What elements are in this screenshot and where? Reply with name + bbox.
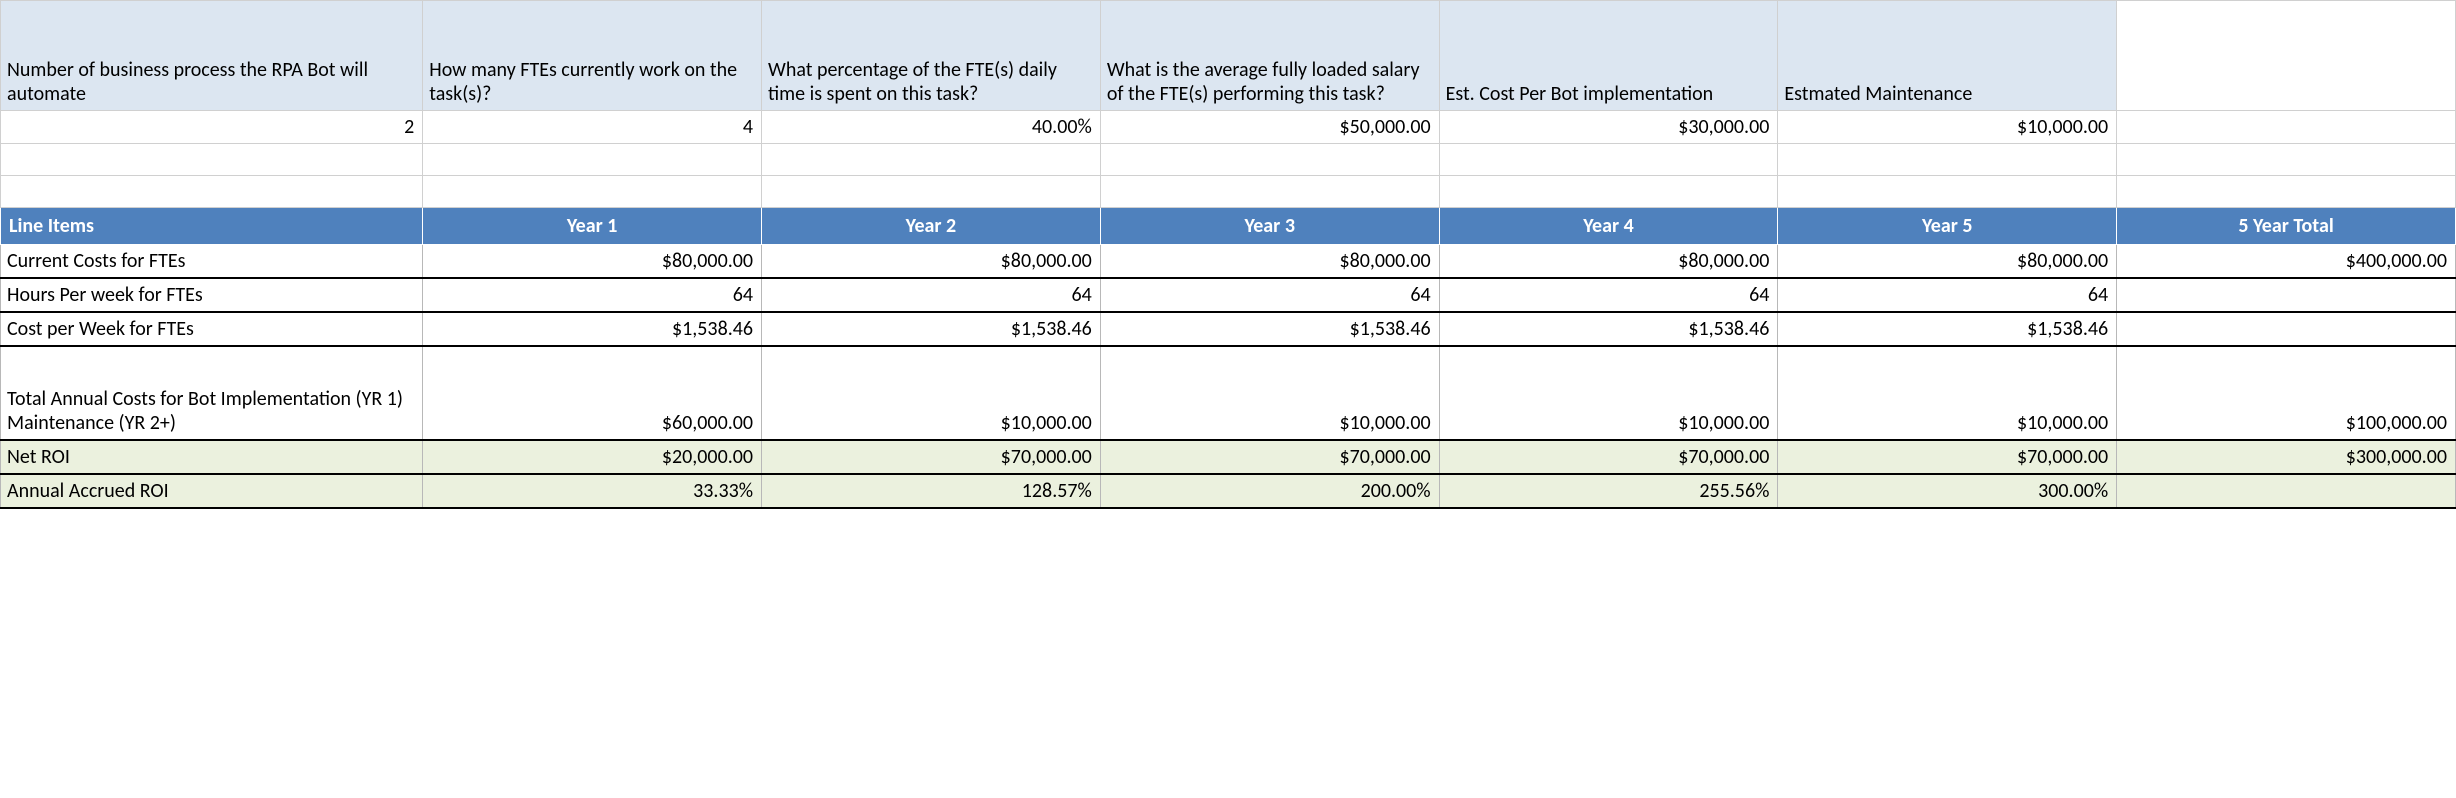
input-value-cell[interactable]: $50,000.00 <box>1100 111 1439 144</box>
line-item-value[interactable]: $1,538.46 <box>1439 312 1778 346</box>
line-item-value[interactable]: $100,000.00 <box>2117 346 2456 440</box>
line-item-value[interactable] <box>2117 474 2456 508</box>
empty-cell <box>1439 176 1778 208</box>
line-item-value[interactable]: 300.00% <box>1778 474 2117 508</box>
input-value-cell[interactable]: 4 <box>423 111 762 144</box>
table-header-cell: Line Items <box>1 208 423 245</box>
spreadsheet: Number of business process the RPA Bot w… <box>0 0 2456 509</box>
line-item-value[interactable]: $1,538.46 <box>1778 312 2117 346</box>
empty-cell <box>423 144 762 176</box>
input-header-cell: How many FTEs currently work on the task… <box>423 1 762 111</box>
line-item-value[interactable]: $70,000.00 <box>1778 440 2117 474</box>
line-item-label: Total Annual Costs for Bot Implementatio… <box>1 346 423 440</box>
line-item-value[interactable] <box>2117 312 2456 346</box>
line-item-value[interactable]: $70,000.00 <box>1439 440 1778 474</box>
line-item-value[interactable]: $1,538.46 <box>762 312 1101 346</box>
table-header-cell: Year 1 <box>423 208 762 245</box>
line-item-value[interactable]: $80,000.00 <box>1100 245 1439 279</box>
line-item-label: Annual Accrued ROI <box>1 474 423 508</box>
empty-cell <box>1 144 423 176</box>
line-item-value[interactable]: 128.57% <box>762 474 1101 508</box>
empty-cell <box>762 144 1101 176</box>
line-item-value[interactable] <box>2117 278 2456 312</box>
line-item-value[interactable]: $20,000.00 <box>423 440 762 474</box>
empty-cell <box>423 176 762 208</box>
input-value-cell[interactable]: 40.00% <box>762 111 1101 144</box>
line-item-value[interactable]: 64 <box>762 278 1101 312</box>
line-item-value[interactable]: 64 <box>1100 278 1439 312</box>
line-item-value[interactable]: $1,538.46 <box>1100 312 1439 346</box>
empty-cell <box>2117 111 2456 144</box>
table-header-cell: Year 5 <box>1778 208 2117 245</box>
table-header-cell: Year 3 <box>1100 208 1439 245</box>
line-item-label: Current Costs for FTEs <box>1 245 423 279</box>
line-item-value[interactable]: $60,000.00 <box>423 346 762 440</box>
line-item-value[interactable]: $10,000.00 <box>762 346 1101 440</box>
line-item-value[interactable]: $80,000.00 <box>423 245 762 279</box>
input-header-row: Number of business process the RPA Bot w… <box>1 1 2456 111</box>
line-item-value[interactable]: $70,000.00 <box>1100 440 1439 474</box>
table-header-cell: Year 4 <box>1439 208 1778 245</box>
input-header-cell: What is the average fully loaded salary … <box>1100 1 1439 111</box>
line-item-label: Hours Per week for FTEs <box>1 278 423 312</box>
line-item-label: Net ROI <box>1 440 423 474</box>
line-item-value[interactable]: $1,538.46 <box>423 312 762 346</box>
line-item-value[interactable]: $300,000.00 <box>2117 440 2456 474</box>
input-value-cell[interactable]: $10,000.00 <box>1778 111 2117 144</box>
line-item-value[interactable]: 64 <box>1778 278 2117 312</box>
line-item-value[interactable]: $10,000.00 <box>1100 346 1439 440</box>
line-item-value[interactable]: $70,000.00 <box>762 440 1101 474</box>
table-row: Hours Per week for FTEs6464646464 <box>1 278 2456 312</box>
line-item-value[interactable]: $80,000.00 <box>762 245 1101 279</box>
empty-cell <box>1100 176 1439 208</box>
table-row: Total Annual Costs for Bot Implementatio… <box>1 346 2456 440</box>
empty-cell <box>2117 144 2456 176</box>
input-header-cell: What percentage of the FTE(s) daily time… <box>762 1 1101 111</box>
line-item-value[interactable]: $10,000.00 <box>1439 346 1778 440</box>
line-item-value[interactable]: 33.33% <box>423 474 762 508</box>
table-row: Cost per Week for FTEs$1,538.46$1,538.46… <box>1 312 2456 346</box>
line-item-value[interactable]: $80,000.00 <box>1778 245 2117 279</box>
table-row: Net ROI$20,000.00$70,000.00$70,000.00$70… <box>1 440 2456 474</box>
table-row: Annual Accrued ROI33.33%128.57%200.00%25… <box>1 474 2456 508</box>
empty-cell <box>1100 144 1439 176</box>
empty-cell <box>1439 144 1778 176</box>
line-item-value[interactable]: 64 <box>423 278 762 312</box>
input-header-cell: Est. Cost Per Bot implementation <box>1439 1 1778 111</box>
input-value-cell[interactable]: $30,000.00 <box>1439 111 1778 144</box>
line-item-value[interactable]: $400,000.00 <box>2117 245 2456 279</box>
line-item-value[interactable]: $10,000.00 <box>1778 346 2117 440</box>
input-header-cell: Estmated Maintenance <box>1778 1 2117 111</box>
line-item-label: Cost per Week for FTEs <box>1 312 423 346</box>
blank-row <box>1 144 2456 176</box>
empty-cell <box>1 176 423 208</box>
table-header-cell: 5 Year Total <box>2117 208 2456 245</box>
line-item-value[interactable]: 64 <box>1439 278 1778 312</box>
input-value-cell[interactable]: 2 <box>1 111 423 144</box>
table-row: Current Costs for FTEs$80,000.00$80,000.… <box>1 245 2456 279</box>
empty-cell <box>1778 144 2117 176</box>
empty-cell <box>2117 1 2456 111</box>
line-item-value[interactable]: 255.56% <box>1439 474 1778 508</box>
empty-cell <box>2117 176 2456 208</box>
empty-cell <box>762 176 1101 208</box>
blank-row <box>1 176 2456 208</box>
input-value-row: 2 4 40.00% $50,000.00 $30,000.00 $10,000… <box>1 111 2456 144</box>
table-header-row: Line Items Year 1 Year 2 Year 3 Year 4 Y… <box>1 208 2456 245</box>
table-header-cell: Year 2 <box>762 208 1101 245</box>
empty-cell <box>1778 176 2117 208</box>
line-item-value[interactable]: $80,000.00 <box>1439 245 1778 279</box>
input-header-cell: Number of business process the RPA Bot w… <box>1 1 423 111</box>
line-item-value[interactable]: 200.00% <box>1100 474 1439 508</box>
